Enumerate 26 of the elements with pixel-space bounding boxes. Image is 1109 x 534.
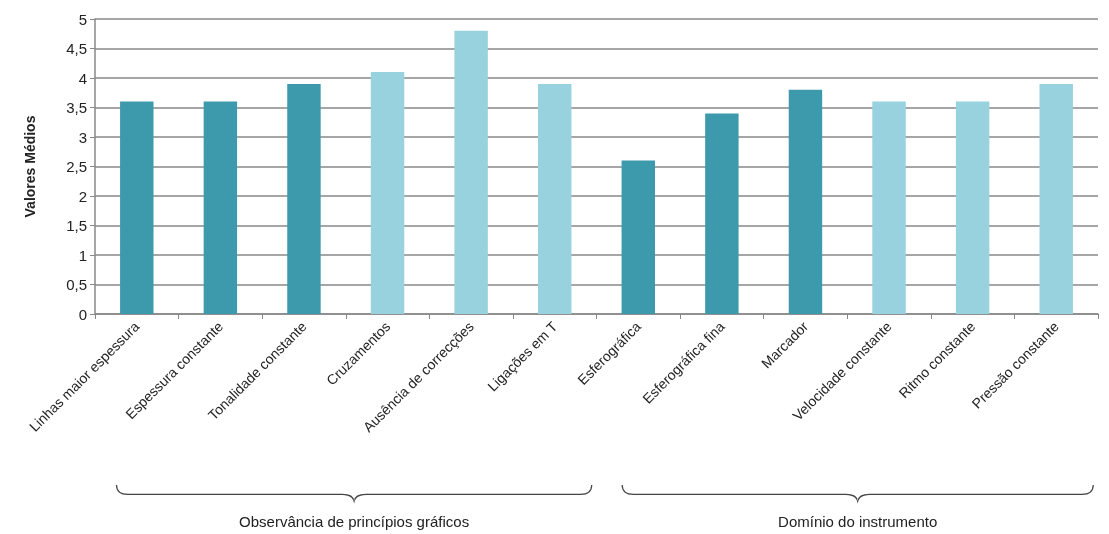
y-tick-label: 3,5 — [66, 99, 87, 116]
bar — [1039, 83, 1073, 314]
y-tick-label: 0 — [78, 305, 87, 323]
y-tick-label: 3 — [78, 128, 87, 146]
bar — [287, 83, 321, 314]
y-axis-title: Valores Médios — [22, 115, 38, 218]
y-tick-label: 2,5 — [66, 158, 87, 175]
bar — [120, 101, 154, 314]
bar — [454, 30, 488, 314]
y-tick-label: 1,5 — [66, 217, 87, 234]
y-tick-label: 4,5 — [66, 40, 87, 57]
bar — [788, 89, 823, 314]
bar — [955, 101, 990, 314]
bar — [370, 72, 405, 314]
y-tick-label: 1 — [78, 246, 87, 264]
bar — [203, 101, 238, 314]
y-tick-label: 5 — [78, 10, 87, 28]
y-tick-label: 4 — [78, 69, 87, 87]
y-tick-label: 2 — [78, 187, 87, 205]
text: Domínio do instrumento — [777, 513, 939, 530]
bar — [705, 113, 739, 314]
text: Observância de princípios gráficos — [238, 513, 471, 530]
y-tick-label: 0,5 — [66, 276, 87, 293]
bar — [872, 101, 906, 314]
bar — [537, 83, 572, 314]
bar — [621, 160, 656, 314]
